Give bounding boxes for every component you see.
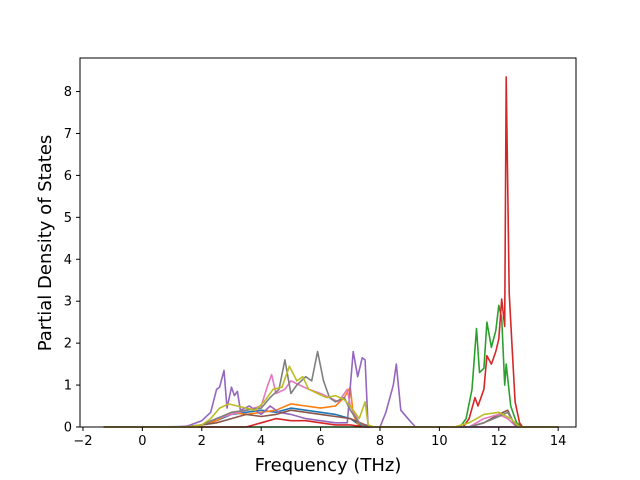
x-tick-label: 12 <box>491 434 508 449</box>
series-line-5 <box>103 350 559 428</box>
plot-lines <box>103 76 559 428</box>
y-tick-label: 3 <box>64 295 72 310</box>
y-tick-label: 1 <box>64 379 72 394</box>
plot-frame <box>79 57 577 428</box>
x-tick-label: −2 <box>73 434 92 449</box>
y-tick-label: 2 <box>64 337 72 352</box>
series-line-6 <box>103 409 559 428</box>
y-axis-label: Partial Density of States <box>35 135 56 352</box>
x-tick-label: 8 <box>376 434 384 449</box>
series-line-3 <box>103 304 559 428</box>
x-tick-label: 10 <box>431 434 448 449</box>
y-tick-label: 0 <box>64 421 72 436</box>
x-axis-label: Frequency (THz) <box>255 455 402 476</box>
y-tick-label: 6 <box>64 169 72 184</box>
y-tick-label: 8 <box>64 85 72 100</box>
y-tick-label: 4 <box>64 253 72 268</box>
series-line-9 <box>103 365 559 428</box>
x-tick-label: 0 <box>138 434 146 449</box>
y-tick-label: 7 <box>64 127 72 142</box>
x-tick-label: 2 <box>198 434 206 449</box>
x-tick-label: 14 <box>550 434 567 449</box>
series-line-2 <box>103 386 559 428</box>
x-tick-label: 6 <box>316 434 324 449</box>
y-axis: 0 1 2 3 4 5 6 7 8 <box>64 85 80 436</box>
series-line-8 <box>103 350 559 428</box>
x-axis: −2 0 2 4 6 8 10 12 14 <box>73 427 566 449</box>
y-tick-label: 5 <box>64 211 72 226</box>
series-line-4 <box>103 76 559 428</box>
x-tick-label: 4 <box>257 434 265 449</box>
